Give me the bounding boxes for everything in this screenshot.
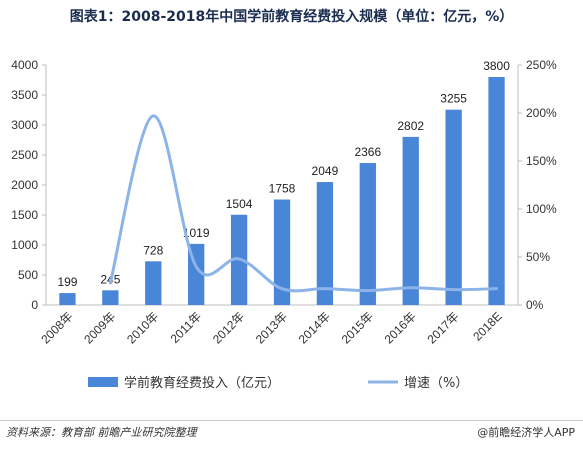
y-right-tick-label: 250%	[526, 58, 557, 72]
bar	[445, 109, 462, 305]
bar-value-label: 199	[57, 275, 77, 289]
x-tick-label: 2009年	[81, 309, 118, 346]
y-left-tick-label: 4000	[11, 58, 38, 72]
x-tick-label: 2014年	[296, 309, 333, 346]
legend-line-label: 增速（%）	[404, 376, 468, 391]
chart-plot: 0 500 1000 1500 2000 2500 3000 3500 4000 0% 50% 100…	[11, 58, 557, 391]
bar	[316, 182, 334, 305]
source-note: 资料来源：教育部 前瞻产业研究院整理	[6, 426, 197, 439]
x-tick-label: 2011年	[168, 309, 205, 346]
chart-title: 图表1：2008-2018年中国学前教育经费投入规模（单位：亿元，%）	[69, 9, 514, 25]
bar-value-label: 1758	[269, 182, 296, 196]
bar	[488, 77, 505, 305]
bar	[102, 290, 119, 305]
x-tick-label: 2013年	[253, 309, 290, 346]
y-left-tick-label: 3000	[11, 118, 38, 132]
bar	[359, 163, 376, 305]
y-left-tick-label: 3500	[11, 88, 38, 102]
bar	[402, 136, 419, 305]
footer-divider	[0, 420, 583, 421]
bar-value-label: 728	[143, 243, 163, 257]
y-right-tick-label: 100%	[526, 202, 557, 216]
y-right-tick-label: 0%	[526, 298, 544, 312]
bar-value-label: 2802	[397, 119, 424, 133]
bar	[145, 261, 162, 305]
y-left-tick-label: 2500	[11, 148, 38, 162]
x-tick-label: 2010年	[124, 309, 161, 346]
bar-value-label: 1504	[226, 197, 253, 211]
credit-note: @前瞻经济学人APP	[477, 426, 575, 439]
x-tick-label: 2017年	[424, 309, 461, 346]
y-left-tick-label: 0	[31, 298, 38, 312]
y-left-tick-label: 500	[18, 268, 38, 282]
legend-bar-swatch	[88, 377, 118, 387]
bar-value-label: 2366	[354, 145, 381, 159]
bar-value-label: 3800	[483, 59, 510, 73]
x-tick-label: 2016年	[382, 309, 419, 346]
x-tick-label: 2012年	[210, 309, 247, 346]
growth-rate-line	[108, 114, 499, 293]
y-right-tick-label: 200%	[526, 106, 557, 120]
y-left-tick-label: 2000	[11, 178, 38, 192]
bar-value-label: 1019	[183, 226, 210, 240]
x-tick-label: 2018E	[470, 309, 504, 343]
y-right-tick-label: 50%	[526, 250, 550, 264]
y-left-tick-label: 1000	[11, 238, 38, 252]
bar-value-label: 2049	[312, 164, 339, 178]
x-tick-label: 2015年	[339, 309, 376, 346]
bar	[273, 199, 291, 305]
y-left-tick-label: 1500	[11, 208, 38, 222]
legend-bar-label: 学前教育经费投入（亿元）	[124, 375, 280, 391]
y-right-tick-label: 150%	[526, 154, 557, 168]
x-tick-label: 2008年	[38, 309, 75, 346]
bar-value-label: 3255	[440, 92, 467, 106]
bar	[59, 293, 76, 305]
